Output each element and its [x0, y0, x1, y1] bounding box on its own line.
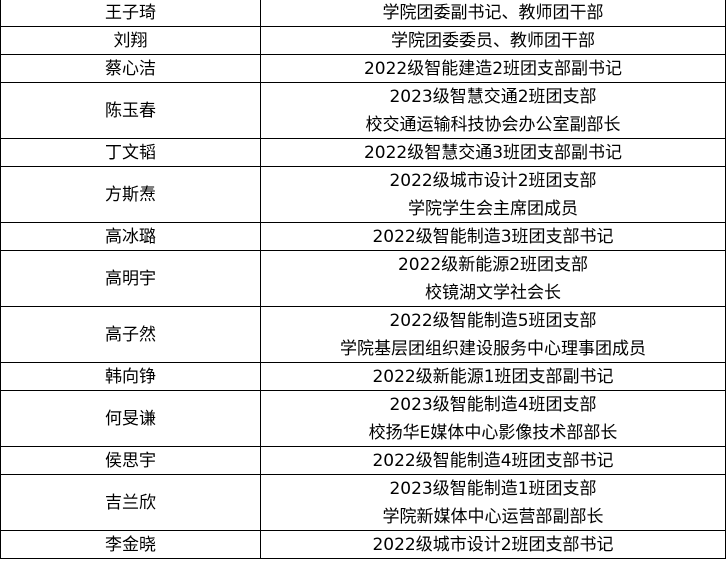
name-cell: 王子琦: [0, 0, 261, 27]
role: 2023级智能制造4班团支部: [389, 394, 597, 415]
role-cell: 2023级智能制造1班团支部 学院新媒体中心运营部副部长: [261, 475, 726, 531]
name: 何旻谦: [105, 408, 156, 429]
role: 校交通运输科技协会办公室副部长: [365, 114, 621, 135]
role-cell: 2022级智慧交通3班团支部副书记: [261, 139, 726, 167]
role: 2022级城市设计2班团支部: [389, 170, 597, 191]
role: 学院新媒体中心运营部副部长: [382, 506, 604, 527]
role: 学院团委委员、教师团干部: [391, 30, 595, 51]
role: 2022级智能建造2班团支部副书记: [363, 58, 623, 79]
role: 2022级城市设计2班团支部书记: [372, 534, 614, 555]
name-cell: 丁文韬: [0, 139, 261, 167]
role: 2023级智慧交通2班团支部: [389, 86, 597, 107]
name: 韩向铮: [105, 366, 156, 387]
name: 高明宇: [105, 268, 156, 289]
name-cell: 高冰璐: [0, 223, 261, 251]
role-cell: 2022级智能制造3班团支部书记: [261, 223, 726, 251]
name-cell: 陈玉春: [0, 83, 261, 139]
role: 校镜湖文学社会长: [425, 282, 561, 303]
role: 2022级新能源2班团支部: [397, 254, 589, 275]
name-cell: 高明宇: [0, 251, 261, 307]
name-cell: 侯思宇: [0, 447, 261, 475]
name: 刘翔: [113, 30, 148, 51]
role: 2022级智能制造3班团支部书记: [372, 226, 614, 247]
name: 李金晓: [105, 534, 156, 555]
role: 校扬华E媒体中心影像技术部部长: [368, 422, 618, 443]
role: 学院团委副书记、教师团干部: [382, 2, 604, 23]
name: 方斯焘: [105, 184, 156, 205]
name: 高冰璐: [105, 226, 156, 247]
name-cell: 高子然: [0, 307, 261, 363]
name-cell: 蔡心洁: [0, 55, 261, 83]
role: 2022级智能制造4班团支部书记: [372, 450, 614, 471]
name-cell: 方斯焘: [0, 167, 261, 223]
name: 王子琦: [105, 2, 156, 23]
role: 2022级新能源1班团支部副书记: [372, 366, 614, 387]
name: 陈玉春: [105, 100, 156, 121]
name: 吉兰欣: [105, 492, 156, 513]
role-cell: 2022级新能源1班团支部副书记: [261, 363, 726, 391]
role-cell: 2022级智能制造4班团支部书记: [261, 447, 726, 475]
name-cell: 韩向铮: [0, 363, 261, 391]
role-cell: 2023级智慧交通2班团支部校交通运输科技协会办公室副部长: [261, 83, 726, 139]
name: 蔡心洁: [105, 58, 156, 79]
role: 2022级智能制造5班团支部: [389, 310, 597, 331]
role: 学院基层团组织建设服务中心理事团成员: [340, 338, 646, 359]
role-cell: 学院团委委员、教师团干部: [261, 27, 726, 55]
role-cell: 学院团委副书记、教师团干部: [261, 0, 726, 27]
role-cell: 2022级城市设计2班团支部 学院学生会主席团成员: [261, 167, 726, 223]
role-cell: 2022级智能建造2班团支部副书记: [261, 55, 726, 83]
name: 丁文韬: [105, 142, 156, 163]
role: 2022级智慧交通3班团支部副书记: [363, 142, 623, 163]
name-cell: 吉兰欣: [0, 475, 261, 531]
name: 侯思宇: [105, 450, 156, 471]
name-cell: 何旻谦: [0, 391, 261, 447]
role: 学院学生会主席团成员: [408, 198, 578, 219]
name-cell: 刘翔: [0, 27, 261, 55]
role-cell: 2022级新能源2班团支部 校镜湖文学社会长: [261, 251, 726, 307]
role-cell: 2022级智能制造5班团支部学院基层团组织建设服务中心理事团成员: [261, 307, 726, 363]
role-cell: 2022级城市设计2班团支部书记: [261, 531, 726, 559]
role-cell: 2023级智能制造4班团支部 校扬华E媒体中心影像技术部部长: [261, 391, 726, 447]
name-cell: 李金晓: [0, 531, 261, 559]
name: 高子然: [105, 324, 156, 345]
role: 2023级智能制造1班团支部: [389, 478, 597, 499]
